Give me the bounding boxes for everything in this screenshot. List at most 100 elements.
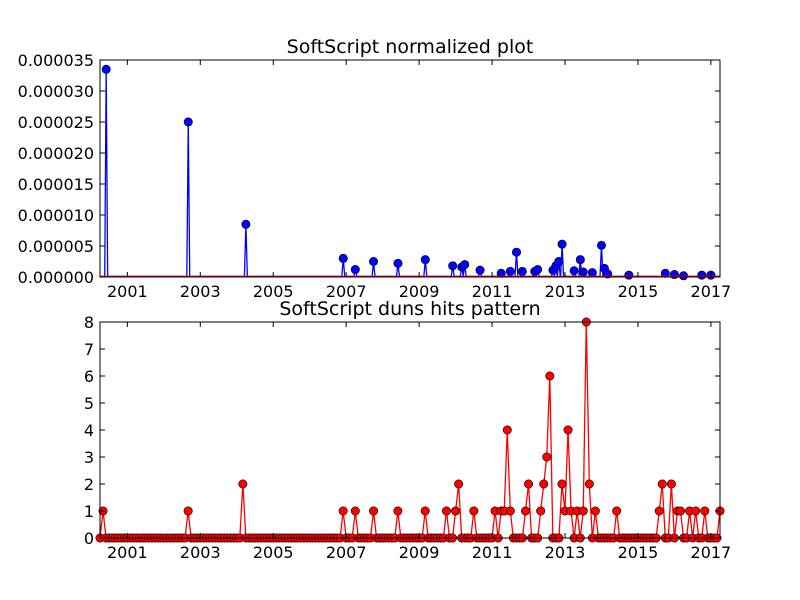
y-tick-label: 7	[84, 340, 94, 359]
data-point	[441, 506, 451, 516]
data-point	[700, 506, 710, 516]
normalized-plot-marks	[100, 64, 720, 281]
normalized-plot-frame	[99, 59, 721, 278]
data-point	[517, 266, 527, 276]
data-point	[542, 452, 552, 462]
data-point	[657, 479, 667, 489]
y-tick-label: 0.000025	[18, 113, 94, 132]
data-point	[539, 479, 549, 489]
data-point	[557, 239, 567, 249]
normalized-plot-title: SoftScript normalized plot	[287, 36, 534, 58]
data-point	[575, 255, 585, 265]
duns-hits-plot: SoftScript duns hits pattern 2001 2003 200…	[84, 298, 731, 562]
normalized-plot: SoftScript normalized plot 2001 2003 2005 2…	[18, 36, 732, 301]
data-point	[101, 64, 111, 74]
data-point	[533, 265, 543, 275]
data-point	[460, 260, 470, 270]
y-tick-label: 8	[84, 313, 94, 332]
x-tick-label: 2007	[326, 543, 367, 562]
data-point	[393, 258, 403, 268]
duns-hits-plot-title: SoftScript duns hits pattern	[279, 298, 540, 320]
data-point	[338, 506, 348, 516]
data-point	[369, 256, 379, 266]
data-point	[469, 506, 479, 516]
data-point	[624, 270, 634, 280]
data-point	[545, 371, 555, 381]
data-point	[183, 117, 193, 127]
x-tick-label: 2009	[399, 543, 440, 562]
data-point	[454, 479, 464, 489]
data-point	[338, 253, 348, 263]
data-point	[569, 266, 579, 276]
data-point	[612, 506, 622, 516]
data-point	[451, 506, 461, 516]
x-tick-label: 2017	[691, 543, 732, 562]
duns-hits-plot-axes: 2001 2003 2005 2007 2009 2011 2013 2015 2017 0 1 2 3…	[84, 313, 731, 562]
data-point	[557, 479, 567, 489]
x-tick-label: 2009	[399, 282, 440, 301]
x-tick-label: 2005	[253, 282, 294, 301]
data-point	[350, 506, 360, 516]
data-point	[596, 240, 606, 250]
data-point	[554, 256, 564, 266]
data-point	[183, 506, 193, 516]
data-point	[584, 479, 594, 489]
x-tick-label: 2013	[545, 282, 586, 301]
x-tick-label: 2015	[618, 282, 659, 301]
data-point	[524, 479, 534, 489]
x-tick-label: 2003	[180, 282, 221, 301]
x-tick-label: 2011	[472, 282, 513, 301]
data-point	[578, 506, 588, 516]
y-tick-label: 0.000010	[18, 206, 94, 225]
data-point	[536, 506, 546, 516]
data-point	[697, 270, 707, 280]
x-tick-label: 2001	[107, 543, 148, 562]
data-point	[505, 506, 515, 516]
y-tick-label: 0	[84, 529, 94, 548]
x-tick-label: 2015	[618, 543, 659, 562]
data-point	[420, 255, 430, 265]
y-tick-label: 0.000005	[18, 237, 94, 256]
data-point	[238, 479, 248, 489]
data-point	[502, 425, 512, 435]
data-point	[350, 265, 360, 275]
x-tick-label: 2001	[107, 282, 148, 301]
data-point	[666, 479, 676, 489]
y-tick-label: 0.000030	[18, 82, 94, 101]
data-point	[563, 425, 573, 435]
y-tick-label: 0.000020	[18, 144, 94, 163]
data-point	[393, 506, 403, 516]
data-point	[587, 268, 597, 278]
data-point	[241, 219, 251, 229]
data-point	[590, 506, 600, 516]
y-tick-label: 5	[84, 394, 94, 413]
data-point	[448, 261, 458, 271]
x-tick-label: 2007	[326, 282, 367, 301]
data-point	[675, 506, 685, 516]
data-point	[520, 506, 530, 516]
y-tick-label: 0.000015	[18, 175, 94, 194]
y-tick-label: 0.000000	[18, 268, 94, 287]
data-point	[691, 506, 701, 516]
x-tick-label: 2003	[180, 543, 221, 562]
data-point	[511, 247, 521, 257]
x-tick-label: 2017	[691, 282, 732, 301]
data-point	[369, 506, 379, 516]
data-point	[420, 506, 430, 516]
y-tick-label: 1	[84, 502, 94, 521]
data-point	[578, 267, 588, 277]
y-tick-label: 4	[84, 421, 94, 440]
y-tick-label: 2	[84, 475, 94, 494]
x-tick-label: 2011	[472, 543, 513, 562]
y-tick-label: 0.000035	[18, 51, 94, 70]
data-point	[654, 506, 664, 516]
data-point	[475, 265, 485, 275]
data-point	[505, 266, 515, 276]
y-tick-label: 6	[84, 367, 94, 386]
x-tick-label: 2013	[545, 543, 586, 562]
y-tick-label: 3	[84, 448, 94, 467]
normalized-plot-axes: 2001 2003 2005 2007 2009 2011 2013 2015 2017 0.00…	[18, 51, 732, 301]
x-tick-label: 2005	[253, 543, 294, 562]
